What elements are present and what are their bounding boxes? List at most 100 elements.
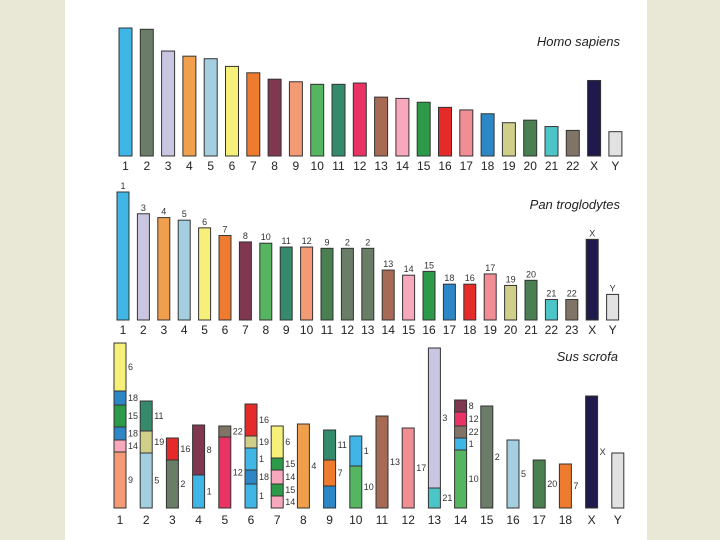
pig-chromosome-label: 7: [274, 513, 281, 527]
pig-chromosome-label: 1: [117, 513, 124, 527]
chimp-homology-label: 19: [506, 274, 516, 284]
pig-segment-label: 6: [285, 437, 290, 447]
chimp-chromosome-11: [320, 247, 334, 321]
pig-segment-label: 4: [311, 461, 316, 471]
human-chromosome-11: [331, 83, 346, 157]
chimp-chromosome-label: 22: [545, 323, 559, 337]
human-chromosome-label: 9: [293, 159, 300, 173]
chimp-karyotype: 1132435465768710811912109112122131314141…: [116, 181, 620, 337]
chimp-homology-label: 14: [404, 264, 414, 274]
pig-segment-label: 16: [259, 415, 269, 425]
chimp-homology-label: 13: [383, 259, 393, 269]
chimp-chromosome-20: [504, 284, 518, 321]
pig-chromosome-segment: [270, 495, 284, 509]
chimp-chromosome-12: [340, 247, 354, 321]
pig-segment-label: 21: [442, 493, 452, 503]
chimp-homology-label: 5: [182, 209, 187, 219]
pig-segment-label: 15: [285, 459, 295, 469]
human-chromosome-14: [395, 97, 410, 157]
human-chromosome-5: [203, 58, 218, 157]
human-chromosome-label: 8: [271, 159, 278, 173]
human-chromosome-label: 4: [186, 159, 193, 173]
human-chromosome-21: [544, 126, 559, 157]
pig-chromosome-label: 3: [169, 513, 176, 527]
pig-segment-label: 1: [259, 491, 264, 501]
pig-chromosome-label: Y: [614, 513, 622, 527]
human-chromosome-19: [501, 122, 516, 157]
chimp-homology-label: 2: [345, 237, 350, 247]
chimp-homology-label: 16: [465, 273, 475, 283]
chimp-chromosome-8: [259, 242, 273, 321]
pig-segment-label: 10: [364, 482, 374, 492]
pig-chromosome-segment: [401, 427, 415, 509]
pig-chromosome-label: 17: [533, 513, 547, 527]
chimp-homology-label: X: [589, 228, 595, 238]
human-title: Homo sapiens: [537, 34, 621, 49]
chimp-chromosome-label: 3: [160, 323, 167, 337]
pig-segment-label: 18: [128, 393, 138, 403]
pig-segment-label: 1: [364, 446, 369, 456]
pig-chromosome-segment: [192, 424, 206, 476]
chimp-chromosome-1: [116, 191, 130, 321]
pig-chromosome-segment: [480, 405, 494, 509]
pig-chromosome-segment: [113, 390, 127, 406]
chimp-chromosome-label: 13: [361, 323, 375, 337]
pig-chromosome-segment: [218, 425, 232, 438]
pig-chromosome-segment: [270, 483, 284, 497]
pig-chromosome-segment: [113, 439, 127, 453]
chimp-homology-label: 18: [444, 273, 454, 283]
pig-chromosome-segment: [296, 423, 310, 509]
chimp-chromosome-label: 14: [382, 323, 396, 337]
human-chromosome-4: [182, 55, 197, 157]
chimp-homology-label: 3: [141, 203, 146, 213]
pig-chromosome-label: 9: [326, 513, 333, 527]
chimp-chromosome-label: 21: [524, 323, 538, 337]
chimp-chromosome-label: 2: [140, 323, 147, 337]
pig-chromosome-segment: [113, 426, 127, 441]
chimp-homology-label: 15: [424, 260, 434, 270]
pig-chromosome-segment: [139, 430, 153, 454]
pig-chromosome-segment: [113, 342, 127, 392]
chimp-chromosome-y: [606, 293, 620, 321]
human-chromosome-label: 14: [396, 159, 410, 173]
chimp-chromosome-21: [524, 279, 538, 321]
chimp-chromosome-4: [177, 219, 191, 321]
pig-chromosome-segment: [585, 395, 599, 509]
pig-chromosome-label: X: [588, 513, 596, 527]
pig-chromosome-segment: [323, 459, 337, 487]
chimp-homology-label: Y: [610, 283, 616, 293]
pig-chromosome-segment: [165, 437, 179, 461]
chimp-homology-label: 7: [222, 225, 227, 235]
chimp-chromosome-3: [157, 217, 171, 321]
human-chromosome-label: 18: [481, 159, 495, 173]
human-chromosome-label: 7: [250, 159, 257, 173]
human-chromosome-1: [118, 27, 133, 157]
human-chromosome-6: [225, 65, 239, 157]
pig-segment-label: 7: [573, 481, 578, 491]
pig-segment-label: 20: [547, 479, 557, 489]
human-chromosome-label: 1: [122, 159, 129, 173]
human-chromosome-22: [565, 129, 580, 157]
pig-segment-label: X: [600, 447, 606, 457]
pig-chromosome-label: 2: [143, 513, 150, 527]
human-chromosome-label: 2: [143, 159, 150, 173]
pig-segment-label: 22: [469, 427, 479, 437]
human-chromosome-12: [352, 82, 367, 157]
chimp-homology-label: 21: [546, 289, 556, 299]
chimp-chromosome-13: [361, 247, 375, 321]
pig-segment-label: 6: [128, 362, 133, 372]
pig-segment-label: 5: [154, 476, 159, 486]
human-chromosome-7: [246, 72, 261, 157]
pig-chromosome-segment: [165, 459, 179, 509]
pig-segment-label: 11: [338, 440, 347, 450]
human-chromosome-label: 13: [374, 159, 388, 173]
chimp-chromosome-label: X: [588, 323, 596, 337]
chimp-homology-label: 6: [202, 217, 207, 227]
pig-chromosome-segment: [375, 415, 389, 509]
human-chromosome-label: 3: [165, 159, 172, 173]
chimp-homology-label: 1: [120, 181, 125, 191]
pig-chromosome-segment: [427, 347, 441, 489]
pig-segment-label: 1: [469, 439, 474, 449]
pig-chromosome-segment: [454, 399, 468, 413]
